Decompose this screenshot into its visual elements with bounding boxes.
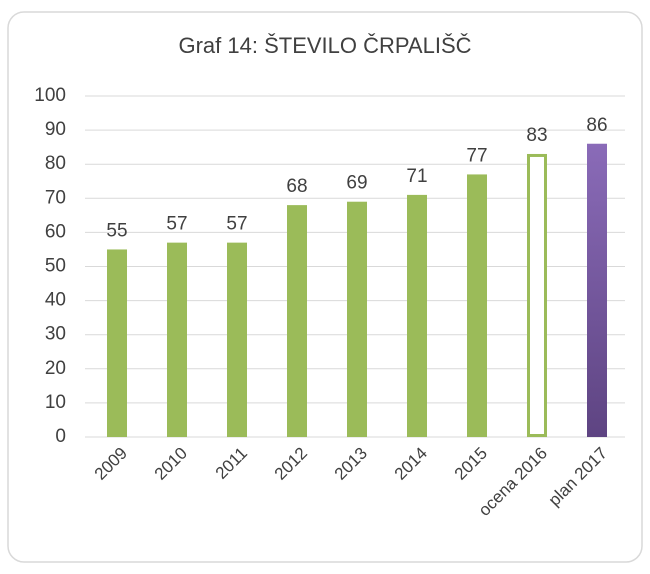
bar — [107, 249, 127, 437]
value-label: 77 — [466, 145, 487, 166]
y-tick-label: 20 — [45, 358, 66, 379]
value-label: 69 — [346, 173, 367, 194]
y-tick-label: 100 — [34, 85, 66, 106]
bar — [587, 143, 607, 438]
value-label: 57 — [166, 214, 187, 235]
value-label: 57 — [226, 214, 247, 235]
value-label: 83 — [526, 125, 547, 146]
y-tick-label: 70 — [45, 187, 66, 208]
y-tick-label: 50 — [45, 256, 66, 277]
bar — [527, 153, 547, 437]
bar — [167, 242, 187, 437]
y-tick-label: 0 — [55, 426, 66, 447]
bar — [347, 201, 367, 437]
bar — [407, 194, 427, 437]
bar — [227, 242, 247, 437]
value-label: 55 — [106, 220, 127, 241]
value-label: 71 — [406, 166, 427, 187]
y-tick-label: 80 — [45, 153, 66, 174]
y-tick-label: 10 — [45, 392, 66, 413]
y-tick-label: 40 — [45, 290, 66, 311]
y-tick-label: 30 — [45, 324, 66, 345]
bar — [287, 205, 307, 437]
chart-title: Graf 14: ŠTEVILO ČRPALIŠČ — [178, 33, 471, 58]
value-label: 86 — [586, 115, 607, 136]
y-tick-label: 60 — [45, 221, 66, 242]
bar — [467, 174, 487, 437]
y-tick-label: 90 — [45, 119, 66, 140]
value-label: 68 — [286, 176, 307, 197]
